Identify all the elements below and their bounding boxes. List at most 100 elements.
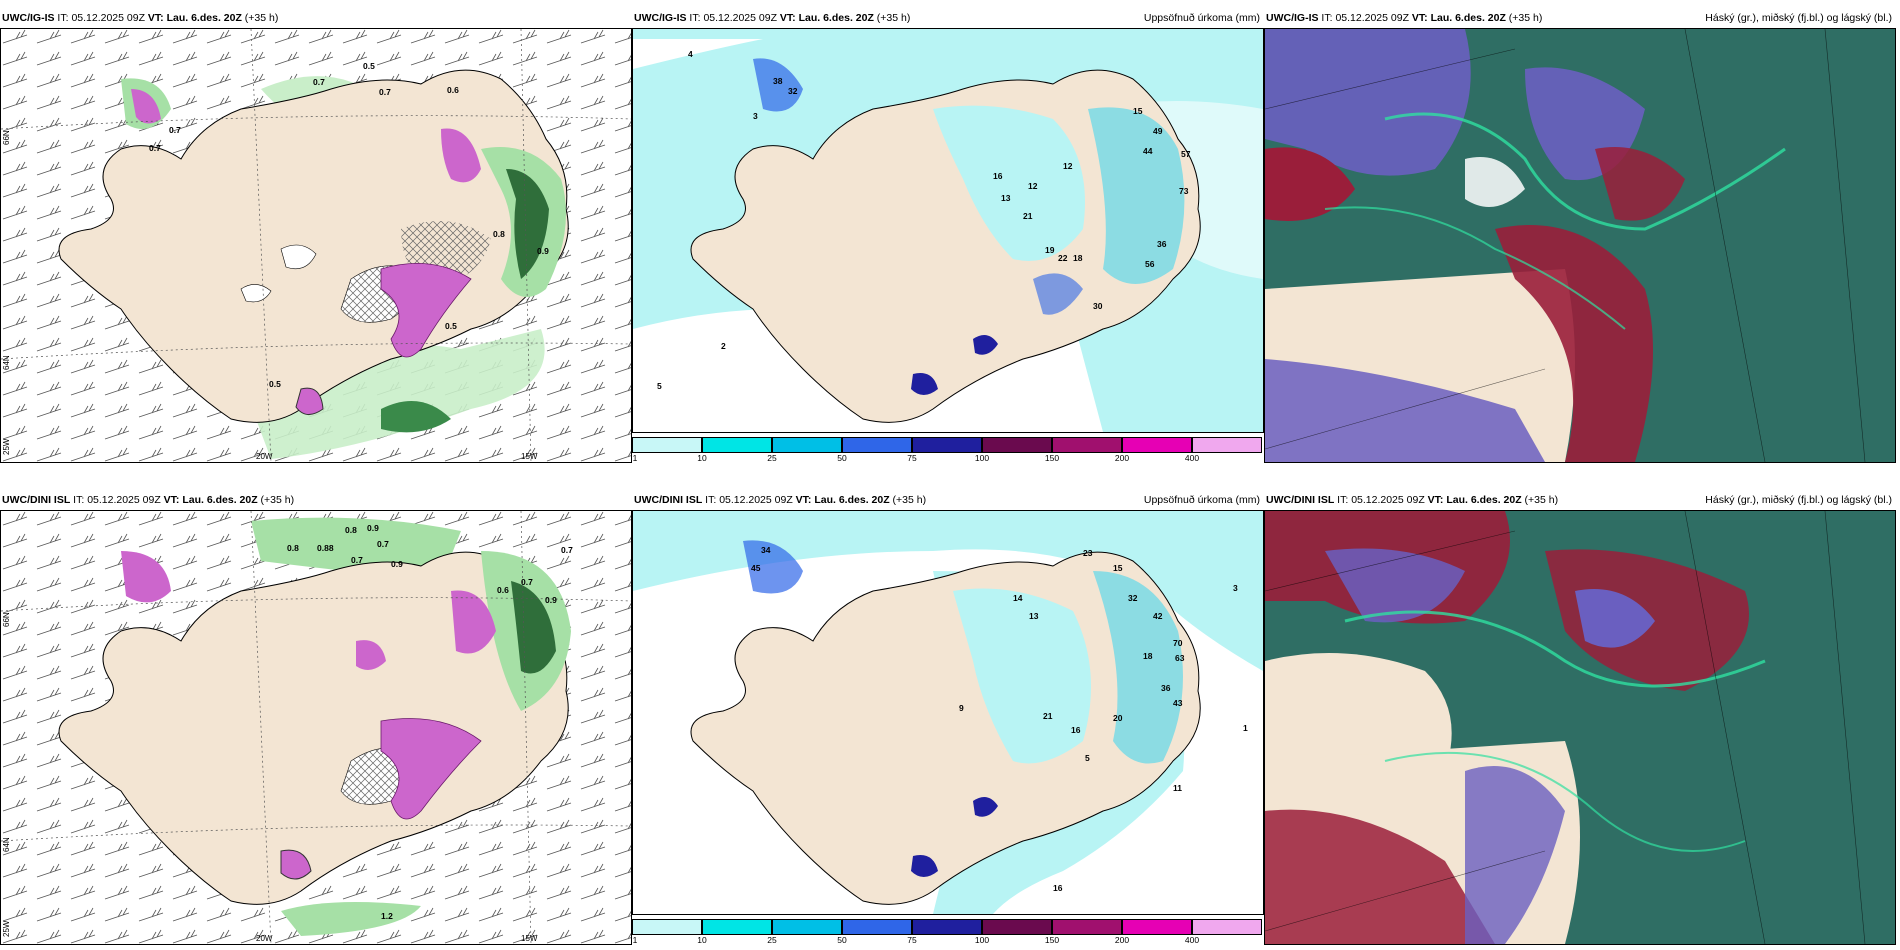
legend-tick: 100	[974, 935, 990, 945]
legend-tick: 75	[907, 453, 917, 463]
vt-label: VT:	[147, 12, 164, 24]
value-label: 12	[1063, 161, 1073, 171]
model-name: UWC/DINI ISL	[2, 494, 71, 506]
value-label: 15	[1133, 106, 1143, 116]
legend-swatch	[702, 437, 772, 453]
legend-tick: 200	[1114, 453, 1130, 463]
legend-swatch	[912, 437, 982, 453]
it-value: 05.12.2025 09Z	[1351, 494, 1425, 506]
panel-header: UWC/DINI ISL IT: 05.12.2025 09Z VT: Lau.…	[0, 490, 632, 510]
precip-map: 45 34 23 15 32 42 70 63 36 43 21 20 16 1…	[633, 511, 1263, 914]
value-label: 16	[1071, 725, 1081, 735]
legend-tick: 200	[1114, 935, 1130, 945]
value-label: 15	[1113, 563, 1123, 573]
legend-swatch	[1122, 437, 1192, 453]
value-label: 70	[1173, 638, 1183, 648]
map-frame: 66N 64N 25W 20W 15W 0.8 0.9 0.7 0.8 0.88…	[0, 510, 632, 945]
vt-value: Lau. 6.des. 20Z	[798, 12, 874, 24]
legend-swatch	[772, 437, 842, 453]
value-label: 20	[1113, 713, 1123, 723]
lon-20-label: 20W	[256, 934, 273, 943]
value-label: 36	[1157, 239, 1167, 249]
value-label: 30	[1093, 301, 1103, 311]
value-label: 22	[1058, 253, 1068, 263]
legend-swatch	[1192, 437, 1262, 453]
lat-64-label: 64N	[2, 837, 11, 852]
value-label: 14	[1013, 593, 1023, 603]
lead-time: (+35 h)	[244, 12, 279, 24]
value-label: 0.9	[537, 246, 549, 256]
value-label: 36	[1161, 683, 1171, 693]
cloud-map	[1265, 511, 1895, 944]
lead-time: (+35 h)	[260, 494, 295, 506]
it-label: IT:	[1337, 494, 1349, 506]
legend-swatch	[982, 919, 1052, 935]
lead-time: (+35 h)	[1508, 12, 1543, 24]
value-label: 0.9	[391, 559, 403, 569]
vt-label: VT:	[779, 12, 796, 24]
value-label: 0.7	[351, 555, 363, 565]
panel-ig-snow: UWC/IG-IS IT: 05.12.2025 09Z VT: Lau. 6.…	[0, 8, 632, 463]
it-label: IT:	[705, 494, 717, 506]
value-label: 3	[1233, 583, 1238, 593]
value-label: 9	[959, 703, 964, 713]
value-label: 1.2	[381, 911, 393, 921]
legend-swatch	[842, 919, 912, 935]
legend-swatch	[842, 437, 912, 453]
vt-value: Lau. 6.des. 20Z	[182, 494, 258, 506]
panel-header: UWC/IG-IS IT: 05.12.2025 09Z VT: Lau. 6.…	[632, 8, 1264, 28]
value-label: 34	[761, 545, 771, 555]
vt-value: Lau. 6.des. 20Z	[166, 12, 242, 24]
legend-tick: 150	[1044, 935, 1060, 945]
legend-swatch	[632, 437, 702, 453]
value-label: 0.7	[313, 77, 325, 87]
model-name: UWC/DINI ISL	[1266, 494, 1335, 506]
panel-dini-clouds: UWC/DINI ISL IT: 05.12.2025 09Z VT: Lau.…	[1264, 490, 1896, 945]
value-label: 0.7	[169, 125, 181, 135]
value-label: 57	[1181, 149, 1191, 159]
value-label: 13	[1001, 193, 1011, 203]
legend-tick: 1	[632, 453, 638, 463]
panel-title: Uppsöfnuð úrkoma (mm)	[1143, 12, 1260, 24]
lead-time: (+35 h)	[1524, 494, 1559, 506]
lon-25-label: 25W	[2, 438, 11, 455]
lat-66-label: 66N	[2, 612, 11, 627]
lead-time: (+35 h)	[892, 494, 927, 506]
model-name: UWC/IG-IS	[634, 12, 687, 24]
legend-swatch	[1052, 919, 1122, 935]
value-label: 1	[1243, 723, 1248, 733]
vt-label: VT:	[1427, 494, 1444, 506]
legend-tick: 400	[1184, 453, 1200, 463]
value-label: 12	[1028, 181, 1038, 191]
value-label: 4	[688, 49, 693, 59]
precip-map: 38 32 49 44 57 73 36 56 21 19 22 18 12 1…	[633, 29, 1263, 432]
vt-label: VT:	[795, 494, 812, 506]
map-frame: 38 32 49 44 57 73 36 56 21 19 22 18 12 1…	[632, 28, 1264, 433]
lead-time: (+35 h)	[876, 12, 911, 24]
vt-label: VT:	[1411, 12, 1428, 24]
value-label: 16	[1053, 883, 1063, 893]
value-label: 0.9	[367, 523, 379, 533]
value-label: 42	[1153, 611, 1163, 621]
legend-tick: 75	[907, 935, 917, 945]
value-label: 45	[751, 563, 761, 573]
lat-66-label: 66N	[2, 130, 11, 145]
legend-tick: 1	[632, 935, 638, 945]
panel-title: Háský (gr.), miðský (fj.bl.) og lágský (…	[1705, 494, 1892, 506]
panel-ig-precip: UWC/IG-IS IT: 05.12.2025 09Z VT: Lau. 6.…	[632, 8, 1264, 463]
value-label: 63	[1175, 653, 1185, 663]
value-label: 0.6	[447, 85, 459, 95]
lat-64-label: 64N	[2, 355, 11, 370]
value-label: 32	[1128, 593, 1138, 603]
iceland-land	[58, 69, 569, 423]
panel-header: UWC/DINI ISL IT: 05.12.2025 09Z VT: Lau.…	[632, 490, 1264, 510]
it-value: 05.12.2025 09Z	[87, 494, 161, 506]
it-label: IT:	[73, 494, 85, 506]
legend-tick: 10	[697, 935, 707, 945]
value-label: 38	[773, 76, 783, 86]
vt-value: Lau. 6.des. 20Z	[1430, 12, 1506, 24]
legend-tick: 10	[697, 453, 707, 463]
snow-value-labels: 0.8 0.9 0.7 0.8 0.88 0.7 0.9 0.6 0.7 0.7…	[287, 523, 573, 921]
it-label: IT:	[689, 12, 701, 24]
model-name: UWC/IG-IS	[2, 12, 55, 24]
